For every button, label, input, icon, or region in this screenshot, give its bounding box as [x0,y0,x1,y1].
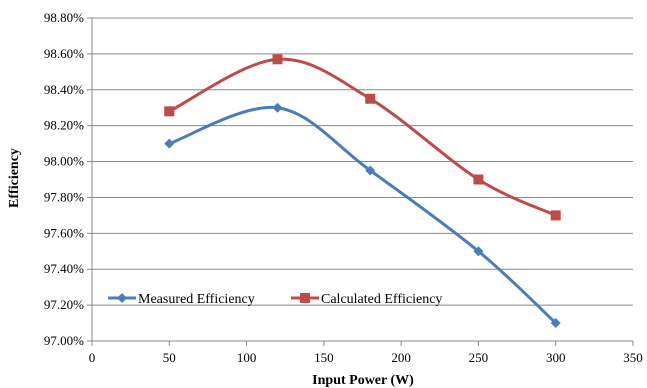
series-line-calculated [168,57,557,217]
x-tick-label: 150 [314,350,334,365]
data-point-measured [550,318,561,329]
x-tick-label: 0 [89,350,96,365]
data-point-measured [365,165,376,176]
data-point-calculated [473,174,484,185]
series-line-measured [168,105,557,325]
legend-marker-calculated [300,293,310,303]
legend: Measured Efficiency Calculated Efficiency [108,292,442,307]
y-tick-label: 97.80% [44,189,84,204]
legend-label-calculated: Calculated Efficiency [321,292,442,307]
x-tick-label: 350 [623,350,643,365]
y-tick-label: 98.60% [44,46,84,61]
y-axis-ticks: 97.00% 97.20% 97.40% 97.60% 97.80% 98.00% 98.2… [44,10,92,348]
axes [91,18,633,342]
y-axis-title: Efficiency [7,148,22,208]
series-layer [164,54,561,329]
x-tick-label: 100 [237,350,257,365]
data-point-calculated [550,210,561,221]
x-axis-ticks: 0 50 100 150 200 250 300 350 [89,341,643,365]
x-axis-title: Input Power (W) [312,373,414,388]
data-point-calculated [164,106,175,117]
data-point-measured [164,138,175,149]
y-tick-label: 98.80% [44,10,84,25]
legend-marker-measured [117,293,127,303]
x-tick-label: 200 [391,350,411,365]
y-tick-label: 98.20% [44,118,84,133]
y-tick-label: 97.40% [44,261,84,276]
legend-label-measured: Measured Efficiency [138,292,255,307]
x-tick-label: 50 [163,350,176,365]
data-point-calculated [365,93,376,104]
y-tick-label: 97.20% [44,297,84,312]
y-tick-label: 97.00% [44,333,84,348]
y-tick-label: 98.00% [44,154,84,169]
data-point-measured [473,246,484,257]
gridlines [92,17,633,306]
data-point-calculated [272,54,283,65]
x-tick-label: 300 [546,350,566,365]
y-tick-label: 97.60% [44,225,84,240]
data-point-measured [272,102,283,113]
y-tick-label: 98.40% [44,82,84,97]
x-tick-label: 250 [469,350,489,365]
